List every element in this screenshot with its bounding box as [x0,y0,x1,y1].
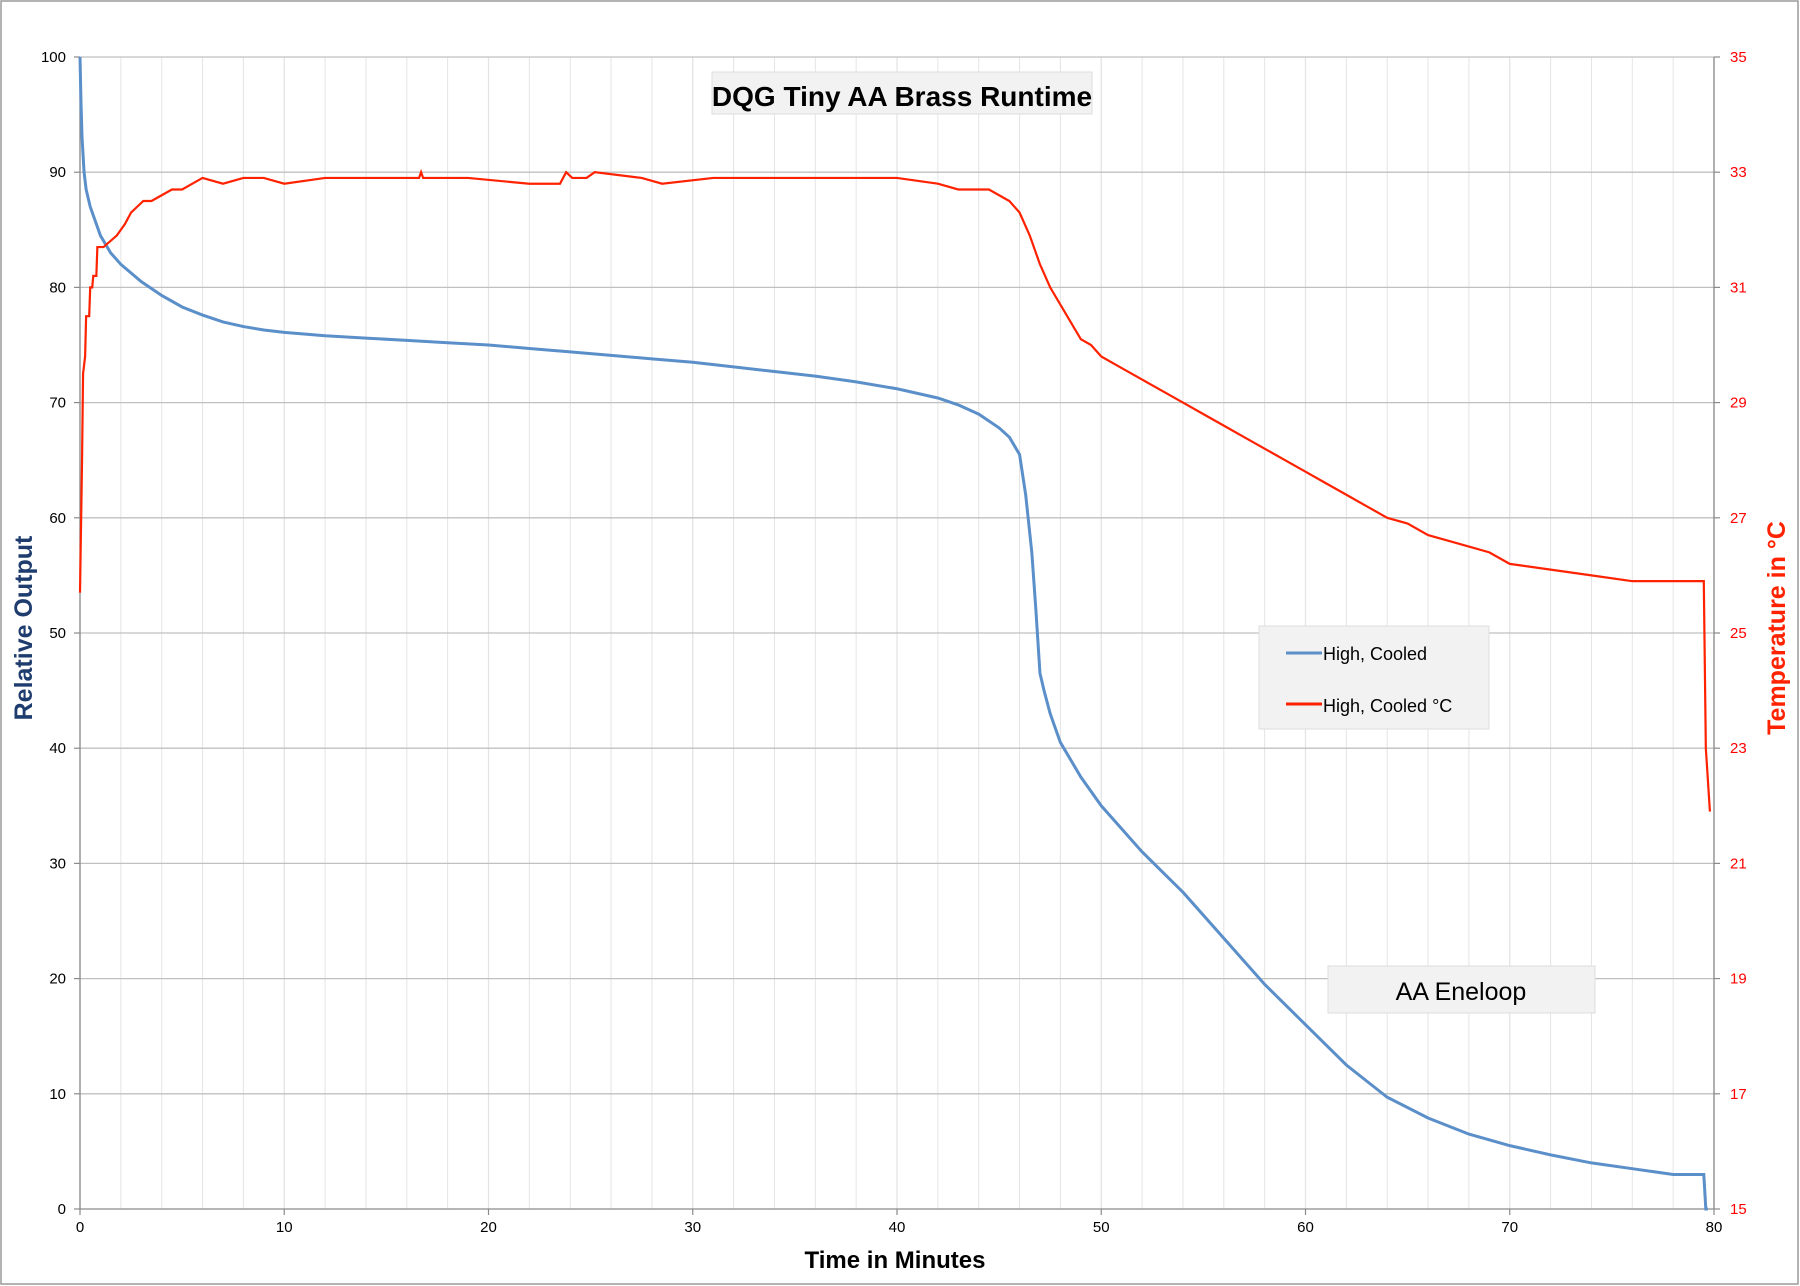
y2-tick-label: 29 [1730,395,1747,412]
y2-tick-label: 35 [1730,49,1747,66]
y-tick-label: 60 [49,510,66,527]
tick-labels: 0102030405060708090100151719212325272931… [41,49,1747,1236]
x-tick-label: 50 [1093,1219,1110,1236]
y2-tick-label: 23 [1730,740,1747,757]
y2-tick-label: 31 [1730,279,1747,296]
y-tick-label: 40 [49,740,66,757]
y-tick-label: 0 [58,1201,66,1218]
y-tick-label: 100 [41,49,66,66]
x-tick-label: 0 [76,1219,84,1236]
y2-tick-label: 15 [1730,1201,1747,1218]
y-tick-label: 20 [49,971,66,988]
y2-tick-label: 19 [1730,971,1747,988]
y-tick-label: 30 [49,855,66,872]
x-tick-label: 10 [276,1219,293,1236]
y2-tick-label: 25 [1730,625,1747,642]
chart-title-box: DQG Tiny AA Brass Runtime [711,71,1093,115]
y-tick-label: 70 [49,395,66,412]
legend: High, Cooled High, Cooled °C [1258,625,1490,730]
legend-label-temperature: High, Cooled °C [1323,696,1452,716]
axes [74,56,1720,1215]
legend-box [1258,625,1490,730]
series-line-temperature [78,168,1712,812]
grid [79,56,1715,1209]
y-tick-label: 10 [49,1086,66,1103]
annotation-box: AA Eneloop [1327,965,1596,1014]
y-tick-label: 90 [49,164,66,181]
chart-title: DQG Tiny AA Brass Runtime [712,81,1092,112]
x-tick-label: 40 [889,1219,906,1236]
y-tick-label: 80 [49,279,66,296]
x-axis-title: Time in Minutes [805,1247,986,1274]
y2-tick-label: 17 [1730,1086,1747,1103]
x-tick-label: 80 [1706,1219,1723,1236]
y-tick-label: 50 [49,625,66,642]
y2-tick-label: 33 [1730,164,1747,181]
x-tick-label: 30 [684,1219,701,1236]
annotation-label: AA Eneloop [1396,978,1527,1006]
y2-axis-title: Temperature in °C [1763,521,1791,735]
y2-tick-label: 21 [1730,855,1747,872]
y-axis-title: Relative Output [10,535,38,720]
series [78,56,1712,1211]
x-tick-label: 70 [1501,1219,1518,1236]
x-tick-label: 20 [480,1219,497,1236]
legend-label-output: High, Cooled [1323,644,1427,664]
x-tick-label: 60 [1297,1219,1314,1236]
y2-tick-label: 27 [1730,510,1747,527]
series-line-output [78,56,1708,1211]
